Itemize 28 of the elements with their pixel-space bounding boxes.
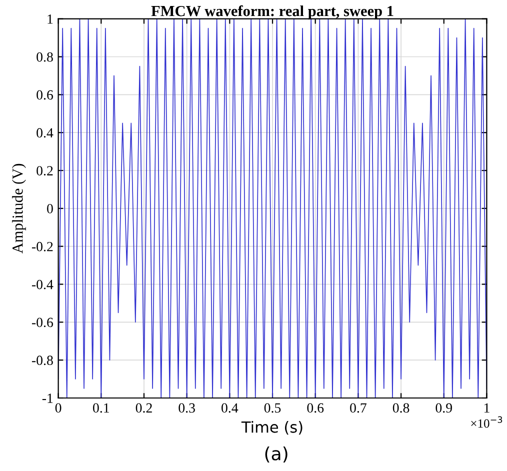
- y-tick-label: 0.8: [36, 52, 53, 62]
- y-tick-label: 0.2: [36, 166, 53, 176]
- y-tick-label: 0: [47, 204, 53, 214]
- x-tick-label: 0.6: [307, 403, 324, 413]
- x-tick-label: 0.8: [392, 403, 410, 413]
- x-tick-label: 0.2: [136, 403, 152, 413]
- y-tick-label: 0.4: [36, 128, 54, 138]
- x-tick-label: 0: [55, 403, 62, 413]
- y-tick-label: 1: [48, 14, 53, 24]
- x-tick-label: 0.5: [264, 403, 281, 413]
- chart-title: FMCW waveform: real part, sweep 1: [151, 5, 394, 20]
- y-axis-title: Amplitude (V): [12, 164, 26, 254]
- y-tick-label: -0.6: [32, 318, 54, 328]
- y-tick-label: 0.6: [36, 90, 54, 100]
- y-tick-label: -0.8: [32, 356, 53, 366]
- y-tick-label: -0.4: [32, 280, 54, 290]
- x-tick-label: 0.9: [436, 403, 452, 413]
- text: ×10$^{−3}$: [471, 416, 502, 428]
- x-tick-label: 0.1: [92, 403, 109, 413]
- line-series: [58, 18, 487, 398]
- x-tick-label: 0.4: [222, 403, 238, 413]
- x-axis-title: Time (s): [241, 421, 302, 435]
- y-tick-label: -1: [42, 394, 53, 403]
- x-tick-label: 1: [484, 403, 490, 412]
- text: (a): [265, 446, 288, 463]
- x-tick-label: 0.7: [350, 403, 366, 413]
- x-tick-label: 0.3: [178, 403, 195, 413]
- y-tick-label: -0.2: [32, 242, 53, 252]
